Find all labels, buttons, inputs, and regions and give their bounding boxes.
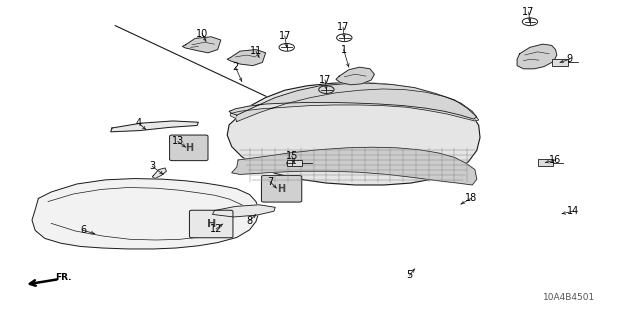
Text: 16: 16: [549, 155, 562, 165]
FancyBboxPatch shape: [170, 135, 208, 161]
Bar: [552, 59, 568, 66]
Text: 4: 4: [136, 118, 142, 128]
Polygon shape: [152, 168, 166, 179]
Text: 17: 17: [278, 31, 291, 41]
Text: 13: 13: [172, 136, 184, 147]
Text: 9: 9: [566, 54, 573, 64]
Text: 8: 8: [246, 216, 253, 226]
Text: 1: 1: [340, 44, 347, 55]
Text: 11: 11: [250, 46, 262, 56]
Text: 18: 18: [465, 193, 477, 204]
Text: 6: 6: [80, 225, 86, 236]
Polygon shape: [32, 179, 259, 249]
Polygon shape: [232, 147, 477, 185]
Polygon shape: [227, 50, 266, 66]
Text: 10: 10: [196, 28, 209, 39]
Polygon shape: [182, 37, 221, 53]
Text: 7: 7: [267, 177, 273, 187]
Text: 5: 5: [406, 270, 413, 280]
Polygon shape: [227, 83, 480, 185]
Bar: [538, 159, 553, 166]
Text: H: H: [185, 143, 193, 153]
Text: 10A4B4501: 10A4B4501: [543, 293, 595, 302]
Text: H: H: [278, 184, 285, 194]
FancyBboxPatch shape: [262, 175, 302, 202]
Text: 17: 17: [337, 22, 349, 32]
Text: 14: 14: [567, 206, 580, 216]
Text: 17: 17: [522, 7, 535, 17]
Text: 3: 3: [149, 161, 156, 172]
Text: 12: 12: [210, 224, 223, 234]
Bar: [287, 160, 302, 166]
Polygon shape: [336, 67, 374, 85]
Text: 17: 17: [319, 75, 332, 85]
FancyBboxPatch shape: [189, 210, 233, 238]
Polygon shape: [230, 89, 479, 122]
Polygon shape: [229, 83, 477, 119]
Polygon shape: [517, 44, 557, 69]
Text: 2: 2: [232, 62, 239, 72]
Text: FR.: FR.: [55, 273, 72, 282]
Polygon shape: [111, 121, 198, 132]
Text: 15: 15: [285, 151, 298, 161]
Text: H: H: [207, 219, 216, 229]
Polygon shape: [212, 205, 275, 217]
